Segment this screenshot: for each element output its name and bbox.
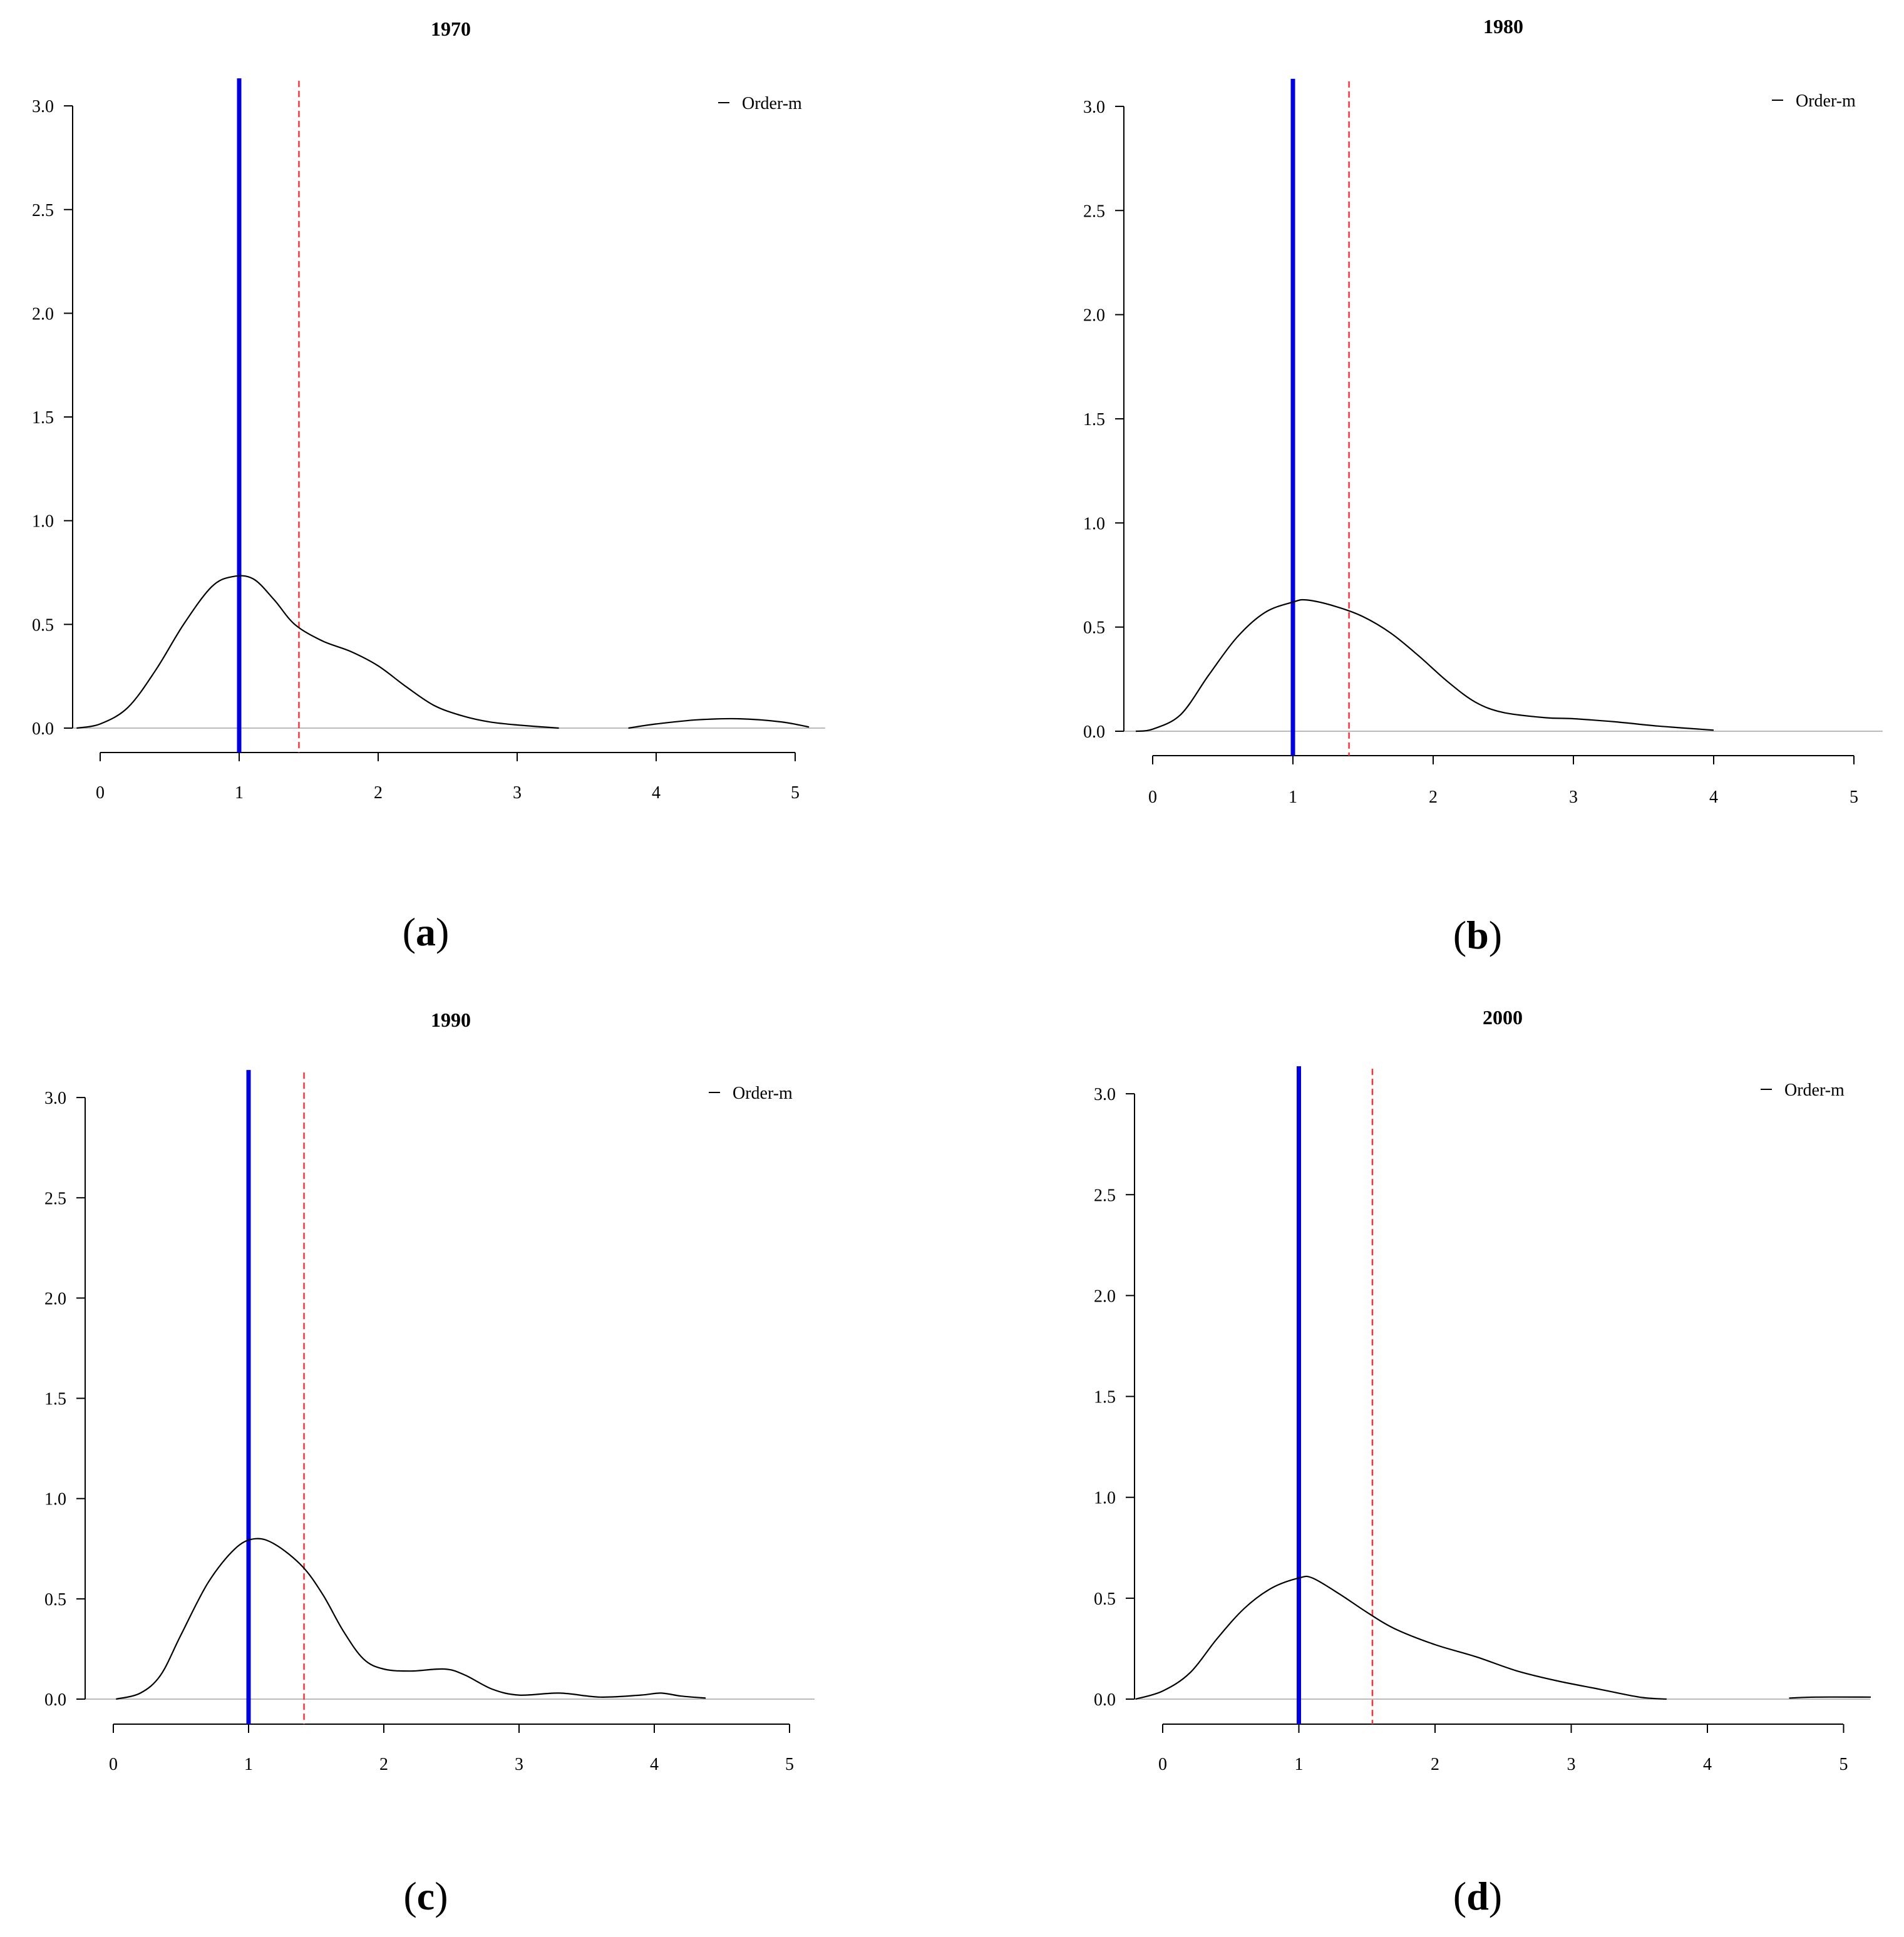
density-line-order-m <box>628 717 810 729</box>
y-tick-label: 0.5 <box>1094 1590 1116 1609</box>
panel-label: (a) <box>403 910 450 954</box>
y-tick-label: 2.0 <box>32 304 54 324</box>
x-tick-label: 2 <box>1431 1755 1439 1774</box>
y-tick-label: 1.5 <box>1083 410 1105 429</box>
x-tick-label: 1 <box>1289 788 1297 807</box>
y-tick-label: 2.0 <box>1094 1287 1116 1306</box>
x-tick-label: 4 <box>1709 788 1718 807</box>
x-tick-label: 5 <box>1850 788 1858 807</box>
panel-label-open: ( <box>1453 913 1466 957</box>
x-tick-label: 3 <box>513 783 522 803</box>
y-tick-label: 0.5 <box>44 1590 66 1610</box>
y-tick-label: 0.5 <box>1083 619 1105 638</box>
chart-title: 2000 <box>1483 1006 1523 1029</box>
x-tick-label: 4 <box>1703 1755 1712 1774</box>
chart-panel-1: 1970 0.0 0.5 1.0 1.5 2.0 2.5 3.0 0 1 2 3 4 5 Order-m (a… <box>32 18 825 954</box>
y-tick-label: 1.0 <box>1083 514 1105 533</box>
y-tick-label: 2.0 <box>44 1289 66 1308</box>
y-tick-label: 2.5 <box>1094 1186 1116 1205</box>
chart-panel-4: 2000 0.0 0.5 1.0 1.5 2.0 2.5 3.0 0 1 2 3 4 5 Order-m (d… <box>1094 1006 1871 1918</box>
panel-label-letter: a <box>416 910 436 954</box>
y-tick-label: 2.5 <box>32 201 54 220</box>
y-tick-label: 3.0 <box>1083 98 1105 117</box>
panel-label-close: ) <box>1489 1874 1502 1918</box>
panel-label: (b) <box>1453 913 1502 957</box>
density-line-order-m <box>76 575 559 729</box>
y-tick-label: 1.0 <box>1094 1489 1116 1508</box>
y-tick-label: 3.0 <box>32 97 54 116</box>
x-tick-label: 4 <box>650 1755 659 1774</box>
y-tick-label: 2.0 <box>1083 306 1105 326</box>
panel-label-close: ) <box>1489 913 1502 957</box>
x-tick-label: 0 <box>1148 788 1157 807</box>
x-tick-label: 0 <box>96 783 105 803</box>
chart-title: 1990 <box>431 1009 471 1031</box>
panel-label-letter: c <box>417 1874 435 1918</box>
panel-label: (d) <box>1453 1874 1502 1918</box>
chart-panel-3: 1990 0.0 0.5 1.0 1.5 2.0 2.5 3.0 0 1 2 3 4 5 Order-m (c… <box>44 1009 815 1918</box>
y-tick-label: 3.0 <box>44 1089 66 1108</box>
panel-label-letter: b <box>1466 913 1489 957</box>
y-tick-label: 1.0 <box>32 512 54 532</box>
density-line-order-m <box>1789 1696 1871 1699</box>
density-line-order-m <box>116 1538 706 1700</box>
chart-panel-2: 1980 0.0 0.5 1.0 1.5 2.0 2.5 3.0 0 1 2 3 4 5 Order-m (b… <box>1083 15 1883 957</box>
legend-label: Order-m <box>742 94 802 113</box>
x-tick-label: 0 <box>1158 1755 1167 1774</box>
y-tick-label: 1.5 <box>44 1390 66 1409</box>
y-tick-label: 1.0 <box>44 1490 66 1509</box>
x-tick-label: 1 <box>235 783 244 803</box>
chart-title: 1970 <box>431 18 471 40</box>
x-tick-label: 3 <box>515 1755 523 1774</box>
y-tick-label: 0.0 <box>1094 1690 1116 1710</box>
x-tick-label: 3 <box>1567 1755 1576 1774</box>
x-tick-label: 2 <box>379 1755 388 1774</box>
legend-label: Order-m <box>1784 1081 1845 1100</box>
x-tick-label: 3 <box>1569 788 1578 807</box>
x-tick-label: 2 <box>374 783 383 803</box>
x-tick-label: 2 <box>1429 788 1438 807</box>
x-tick-label: 5 <box>791 783 800 803</box>
panel-label: (c) <box>403 1874 448 1918</box>
y-tick-label: 1.5 <box>32 408 54 428</box>
panel-label-open: ( <box>1453 1874 1466 1918</box>
panel-label-letter: d <box>1466 1874 1489 1918</box>
legend-label: Order-m <box>1796 91 1856 111</box>
y-tick-label: 3.0 <box>1094 1085 1116 1104</box>
x-tick-label: 1 <box>244 1755 253 1774</box>
y-tick-label: 0.0 <box>1083 722 1105 742</box>
x-tick-label: 4 <box>652 783 661 803</box>
y-tick-label: 0.0 <box>44 1690 66 1710</box>
x-tick-label: 1 <box>1295 1755 1304 1774</box>
chart-title: 1980 <box>1483 15 1523 38</box>
y-tick-label: 1.5 <box>1094 1388 1116 1407</box>
y-tick-label: 2.5 <box>1083 202 1105 221</box>
y-tick-label: 0.0 <box>32 719 54 739</box>
panel-label-close: ) <box>435 1874 448 1918</box>
panel-label-close: ) <box>436 910 449 954</box>
density-line-order-m <box>1135 599 1714 732</box>
y-tick-label: 0.5 <box>32 615 54 635</box>
x-tick-label: 0 <box>109 1755 118 1774</box>
panel-label-open: ( <box>403 1874 416 1918</box>
legend-label: Order-m <box>733 1084 793 1103</box>
x-tick-label: 5 <box>1840 1755 1848 1774</box>
density-line-order-m <box>1135 1575 1667 1700</box>
y-tick-label: 2.5 <box>44 1189 66 1208</box>
panel-label-open: ( <box>403 910 416 954</box>
x-tick-label: 5 <box>785 1755 794 1774</box>
